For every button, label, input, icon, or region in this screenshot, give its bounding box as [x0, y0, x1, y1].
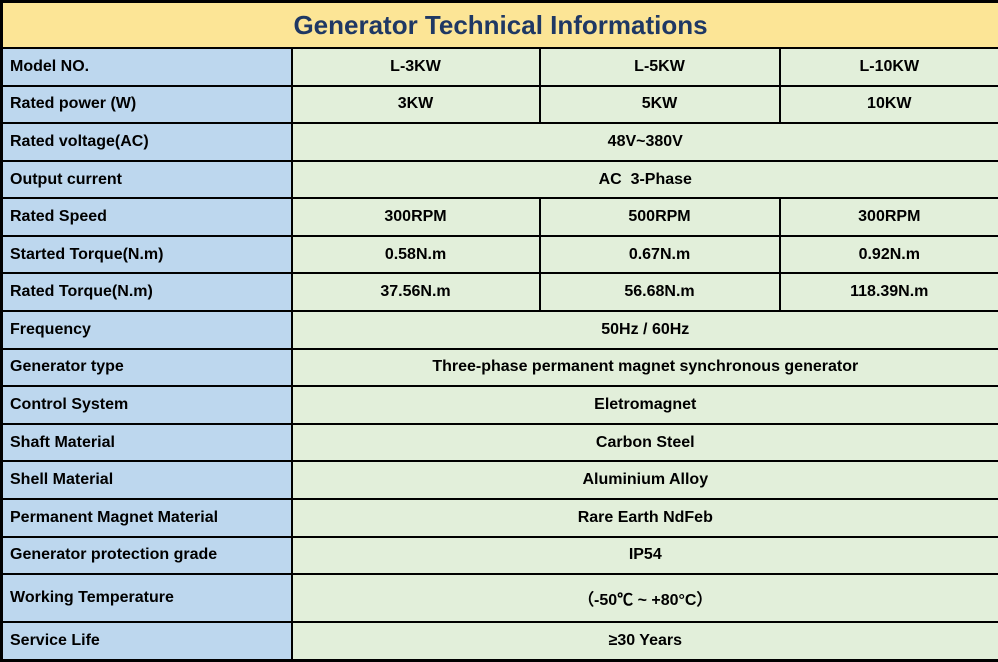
row-label-started-torque: Started Torque(N.m): [0, 234, 293, 275]
row-value: 56.68N.m: [538, 272, 781, 313]
row-label-rated-power: Rated power (W): [0, 84, 293, 125]
row-value: 10KW: [778, 84, 998, 125]
table-row: Output current AC 3-Phase: [0, 159, 998, 200]
table-row: Shaft Material Carbon Steel: [0, 422, 998, 463]
row-label-rated-torque: Rated Torque(N.m): [0, 272, 293, 313]
row-value: 48V~380V: [290, 122, 998, 162]
row-label-frequency: Frequency: [0, 310, 293, 350]
table-row: Started Torque(N.m) 0.58N.m 0.67N.m 0.92…: [0, 234, 998, 275]
table-row: Rated power (W) 3KW 5KW 10KW: [0, 84, 998, 125]
table-row: Permanent Magnet Material Rare Earth NdF…: [0, 497, 998, 538]
row-value: ≥30 Years: [290, 620, 998, 662]
table-row: Rated voltage(AC) 48V~380V: [0, 122, 998, 162]
page-title: Generator Technical Informations: [0, 0, 998, 49]
row-value: 3KW: [290, 84, 541, 125]
row-label-working-temperature: Working Temperature: [0, 573, 293, 623]
row-value: L-5KW: [538, 47, 781, 87]
row-value: 5KW: [538, 84, 781, 125]
row-label-control-system: Control System: [0, 385, 293, 425]
table-row: Service Life ≥30 Years: [0, 620, 998, 662]
row-value: 50Hz / 60Hz: [290, 310, 998, 350]
table-row: Control System Eletromagnet: [0, 385, 998, 425]
row-value: 300RPM: [778, 197, 998, 237]
row-value: L-10KW: [778, 47, 998, 87]
row-value: AC 3-Phase: [290, 159, 998, 200]
row-value: Eletromagnet: [290, 385, 998, 425]
row-value: 0.92N.m: [778, 234, 998, 275]
row-label-rated-voltage: Rated voltage(AC): [0, 122, 293, 162]
table-row: Model NO. L-3KW L-5KW L-10KW: [0, 47, 998, 87]
row-label-service-life: Service Life: [0, 620, 293, 662]
row-value: 37.56N.m: [290, 272, 541, 313]
row-value: 500RPM: [538, 197, 781, 237]
row-label-permanent-magnet-material: Permanent Magnet Material: [0, 497, 293, 538]
table-row: Shell Material Aluminium Alloy: [0, 460, 998, 500]
row-value: 300RPM: [290, 197, 541, 237]
row-label-protection-grade: Generator protection grade: [0, 535, 293, 576]
table-row: Generator protection grade IP54: [0, 535, 998, 576]
row-value: Rare Earth NdFeb: [290, 497, 998, 538]
row-value: Aluminium Alloy: [290, 460, 998, 500]
row-value: Carbon Steel: [290, 422, 998, 463]
row-value: （-50℃ ~ +80°C）: [290, 573, 998, 623]
row-label-output-current: Output current: [0, 159, 293, 200]
row-label-model-no: Model NO.: [0, 47, 293, 87]
row-value: Three-phase permanent magnet synchronous…: [290, 347, 998, 388]
table-row: Rated Speed 300RPM 500RPM 300RPM: [0, 197, 998, 237]
table-row: Generator type Three-phase permanent mag…: [0, 347, 998, 388]
row-label-rated-speed: Rated Speed: [0, 197, 293, 237]
row-value: L-3KW: [290, 47, 541, 87]
row-value: 0.58N.m: [290, 234, 541, 275]
row-label-shell-material: Shell Material: [0, 460, 293, 500]
row-value: 0.67N.m: [538, 234, 781, 275]
table-row: Rated Torque(N.m) 37.56N.m 56.68N.m 118.…: [0, 272, 998, 313]
title-row: Generator Technical Informations: [0, 0, 998, 49]
row-label-shaft-material: Shaft Material: [0, 422, 293, 463]
table-row: Frequency 50Hz / 60Hz: [0, 310, 998, 350]
table-row: Working Temperature （-50℃ ~ +80°C）: [0, 573, 998, 623]
row-label-generator-type: Generator type: [0, 347, 293, 388]
row-value: IP54: [290, 535, 998, 576]
row-value: 118.39N.m: [778, 272, 998, 313]
